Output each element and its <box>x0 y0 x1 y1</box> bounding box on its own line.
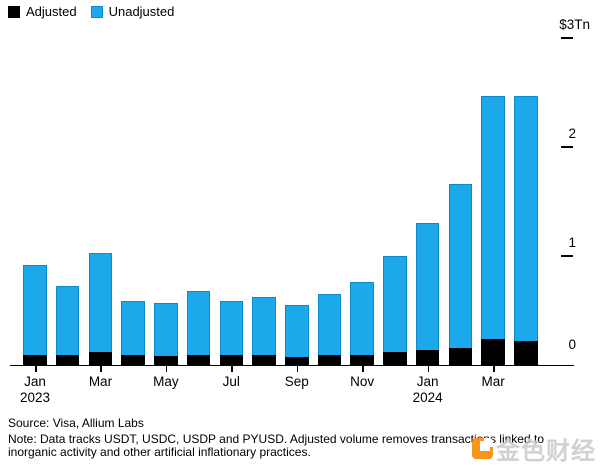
bar-unadjusted-nov-2023 <box>350 282 374 366</box>
x-tick-label: Jul <box>222 374 240 389</box>
adjusted-swatch-icon <box>8 5 20 18</box>
note-text: Note: Data tracks USDT, USDC, USDP and P… <box>8 431 544 459</box>
y-tick-label: 2 <box>568 125 576 141</box>
x-tick-label: Sep <box>284 374 309 389</box>
y-tick-label: 0 <box>568 336 576 352</box>
bar-adjusted-apr-2023 <box>121 354 145 366</box>
x-tick-mark <box>165 366 168 373</box>
x-tick-mark <box>231 366 233 373</box>
bar-unadjusted-mar-2023 <box>88 252 113 366</box>
bar-adjusted-jan-2023 <box>23 354 47 366</box>
bar-adjusted-aug-2023 <box>252 354 276 366</box>
x-tick-label: May <box>153 374 179 389</box>
bar-adjusted-dec-2023 <box>383 352 407 366</box>
x-tick-mark <box>427 366 430 373</box>
x-tick-label: Jan <box>416 374 439 389</box>
x-tick-label: Mar <box>481 374 505 389</box>
x-tick-label: Mar <box>88 374 113 389</box>
x-tick-mark <box>100 366 102 373</box>
x-tick-mark <box>362 366 364 373</box>
bar-unadjusted-mar-2024 <box>481 95 505 366</box>
bar-unadjusted-feb-2023 <box>55 285 80 366</box>
bar-adjusted-feb-2024 <box>448 348 473 366</box>
jinse-logo-notch2 <box>480 441 490 451</box>
bar-adjusted-feb-2023 <box>55 354 80 366</box>
x-tick-mark <box>493 366 495 373</box>
legend-label-adjusted: Adjusted <box>26 4 77 19</box>
legend-item-unadjusted: Unadjusted <box>90 4 175 19</box>
bar-adjusted-sep-2023 <box>285 356 309 366</box>
y-tick-label: $3Tn <box>559 16 590 32</box>
legend: Adjusted Unadjusted <box>8 4 174 19</box>
bar-adjusted-nov-2023 <box>350 354 374 366</box>
bar-adjusted-jan-2024 <box>415 350 440 366</box>
bar-unadjusted-jan-2023 <box>23 264 47 366</box>
watermark-text: 金色财经 <box>496 438 596 465</box>
legend-label-unadjusted: Unadjusted <box>108 4 175 19</box>
x-tick-mark <box>35 366 37 373</box>
y-tick-mark <box>561 36 573 39</box>
x-axis-line <box>10 364 574 367</box>
chart-footer: Source: Visa, Allium Labs Note: Data tra… <box>8 416 573 460</box>
y-tick-label: 1 <box>568 235 576 251</box>
bar-adjusted-mar-2023 <box>88 352 113 366</box>
bar-unadjusted-feb-2024 <box>448 184 473 366</box>
bar-adjusted-mar-2024 <box>481 339 505 366</box>
unadjusted-swatch-icon <box>90 5 103 18</box>
legend-item-adjusted: Adjusted <box>8 4 77 19</box>
bar-adjusted-jul-2023 <box>219 354 244 366</box>
source-text: Source: Visa, Allium Labs <box>8 416 144 430</box>
bar-adjusted-jun-2023 <box>186 354 211 366</box>
bar-unadjusted-dec-2023 <box>383 256 407 366</box>
y-tick-mark <box>561 255 573 258</box>
watermark: 金色财经 <box>472 431 596 466</box>
x-tick-year-label: 2024 <box>412 390 443 405</box>
bar-adjusted-may-2023 <box>154 355 178 366</box>
x-tick-year-label: 2023 <box>19 390 51 405</box>
bar-adjusted-apr-2024 <box>514 341 538 366</box>
jinse-logo-icon <box>472 438 493 459</box>
x-tick-mark <box>296 366 299 373</box>
x-tick-label: Nov <box>350 374 375 389</box>
y-tick-mark <box>561 145 573 148</box>
bar-unadjusted-jan-2024 <box>415 223 440 366</box>
x-tick-label: Jan <box>24 374 46 389</box>
bar-adjusted-oct-2023 <box>317 354 342 366</box>
